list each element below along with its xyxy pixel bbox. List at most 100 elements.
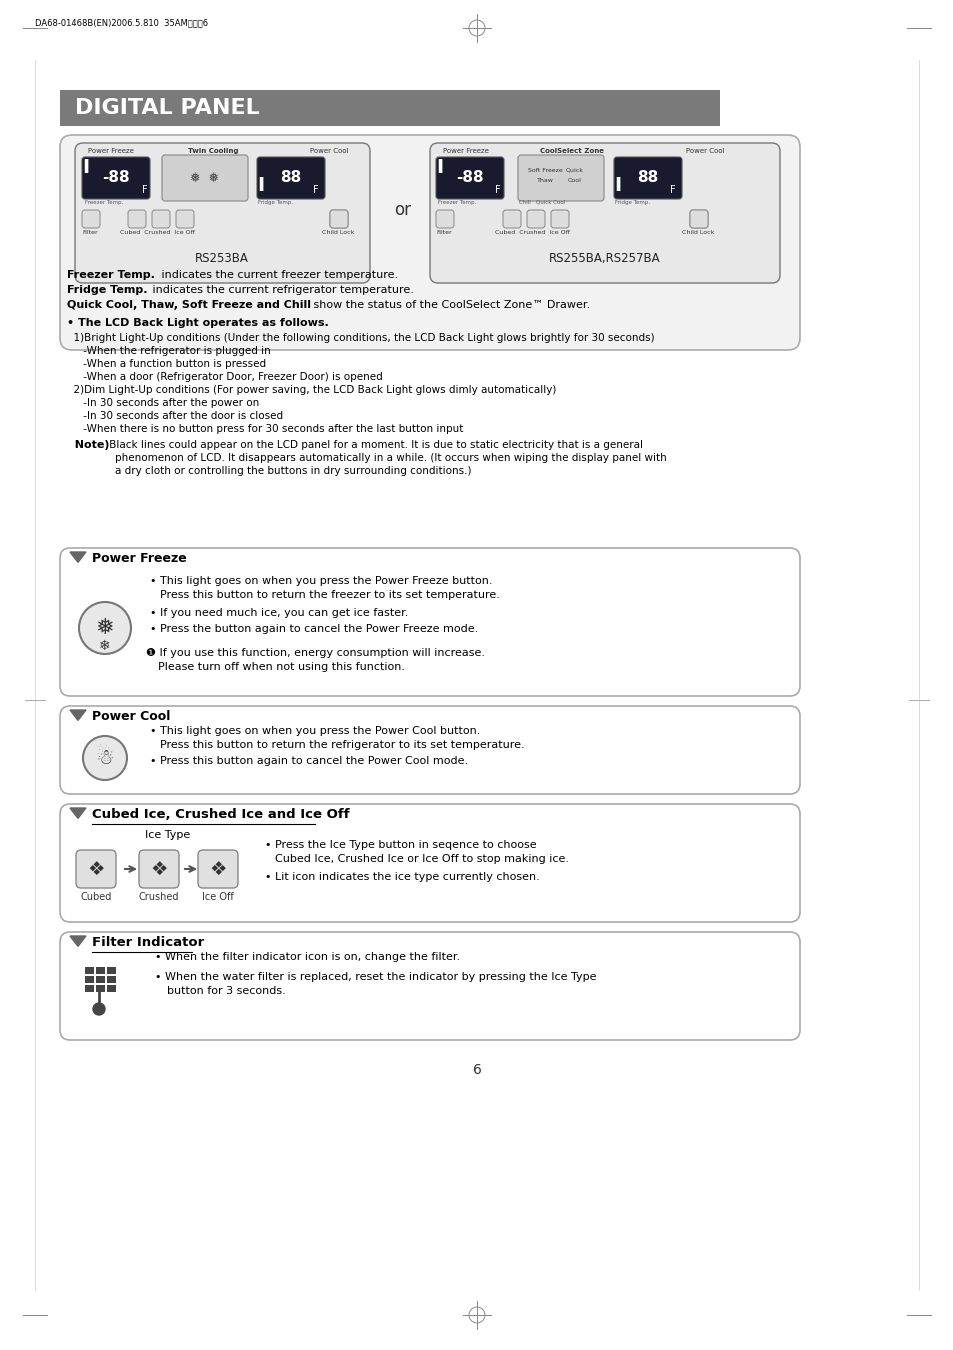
Text: indicates the current refrigerator temperature.: indicates the current refrigerator tempe… — [149, 285, 414, 296]
FancyBboxPatch shape — [256, 157, 325, 198]
Text: Filter: Filter — [436, 230, 451, 235]
Text: 2)Dim Light-Up conditions (For power saving, the LCD Back Light glows dimly auto: 2)Dim Light-Up conditions (For power sav… — [67, 385, 556, 396]
FancyBboxPatch shape — [330, 211, 348, 228]
Text: -In 30 seconds after the power on: -In 30 seconds after the power on — [67, 398, 259, 408]
Polygon shape — [70, 936, 86, 946]
Text: • Press the Ice Type button in seqence to choose: • Press the Ice Type button in seqence t… — [265, 840, 536, 850]
FancyBboxPatch shape — [198, 850, 237, 888]
Text: ❅: ❅ — [95, 618, 114, 639]
FancyBboxPatch shape — [526, 211, 544, 228]
FancyBboxPatch shape — [689, 211, 707, 228]
Text: -88: -88 — [456, 170, 483, 185]
FancyBboxPatch shape — [162, 155, 248, 201]
Text: Power Cool: Power Cool — [91, 710, 171, 724]
Text: Soft Freeze: Soft Freeze — [527, 167, 561, 173]
Text: Fridge Temp.: Fridge Temp. — [67, 285, 148, 296]
Text: a dry cloth or controlling the buttons in dry surrounding conditions.): a dry cloth or controlling the buttons i… — [115, 466, 471, 477]
FancyBboxPatch shape — [60, 90, 720, 126]
Text: -When a door (Refrigerator Door, Freezer Door) is opened: -When a door (Refrigerator Door, Freezer… — [67, 373, 382, 382]
FancyBboxPatch shape — [60, 805, 800, 922]
Text: ❖: ❖ — [209, 860, 227, 879]
Text: or: or — [395, 201, 411, 219]
FancyBboxPatch shape — [430, 143, 780, 284]
Text: Cubed  Crushed  Ice Off: Cubed Crushed Ice Off — [120, 230, 194, 235]
FancyBboxPatch shape — [60, 135, 800, 350]
Text: I: I — [436, 158, 442, 177]
Text: Cubed Ice, Crushed Ice or Ice Off to stop making ice.: Cubed Ice, Crushed Ice or Ice Off to sto… — [274, 855, 568, 864]
FancyBboxPatch shape — [107, 986, 116, 992]
Text: Freezer Temp.: Freezer Temp. — [85, 200, 123, 205]
Text: Please turn off when not using this function.: Please turn off when not using this func… — [158, 662, 405, 672]
FancyBboxPatch shape — [614, 157, 681, 198]
FancyBboxPatch shape — [330, 211, 348, 228]
Text: DIGITAL PANEL: DIGITAL PANEL — [75, 99, 259, 117]
Text: show the status of the CoolSelect Zone™ Drawer.: show the status of the CoolSelect Zone™ … — [310, 300, 590, 310]
Text: indicates the current freezer temperature.: indicates the current freezer temperatur… — [158, 270, 397, 279]
Circle shape — [92, 1003, 105, 1015]
Text: F: F — [313, 185, 318, 194]
FancyBboxPatch shape — [139, 850, 179, 888]
Text: Chill   Quick Cool: Chill Quick Cool — [518, 200, 565, 205]
FancyBboxPatch shape — [82, 211, 100, 228]
Text: Cubed  Crushed  Ice Off: Cubed Crushed Ice Off — [495, 230, 569, 235]
Text: F: F — [495, 185, 500, 194]
FancyBboxPatch shape — [82, 157, 150, 198]
Circle shape — [83, 736, 127, 780]
Text: Fridge Temp.: Fridge Temp. — [257, 200, 293, 205]
FancyBboxPatch shape — [85, 986, 94, 992]
Text: Child Lock: Child Lock — [322, 230, 354, 235]
Text: 88: 88 — [280, 170, 301, 185]
Text: • Press the button again to cancel the Power Freeze mode.: • Press the button again to cancel the P… — [150, 624, 477, 634]
FancyBboxPatch shape — [60, 706, 800, 794]
FancyBboxPatch shape — [107, 976, 116, 983]
FancyBboxPatch shape — [107, 967, 116, 973]
Text: Fridge Temp.: Fridge Temp. — [615, 200, 649, 205]
Text: I: I — [256, 176, 264, 194]
Text: • When the filter indicator icon is on, change the filter.: • When the filter indicator icon is on, … — [154, 952, 459, 963]
Text: -When a function button is pressed: -When a function button is pressed — [67, 359, 266, 369]
Text: Twin Cooling: Twin Cooling — [188, 148, 238, 154]
FancyBboxPatch shape — [689, 211, 707, 228]
Text: Freezer Temp.: Freezer Temp. — [67, 270, 154, 279]
Polygon shape — [70, 552, 86, 563]
Text: Filter: Filter — [82, 230, 97, 235]
FancyBboxPatch shape — [96, 986, 105, 992]
FancyBboxPatch shape — [551, 211, 568, 228]
Text: ❖: ❖ — [150, 860, 168, 879]
Text: ❖: ❖ — [87, 860, 105, 879]
FancyBboxPatch shape — [60, 931, 800, 1040]
FancyBboxPatch shape — [436, 211, 454, 228]
Text: -When there is no button press for 30 seconds after the last button input: -When there is no button press for 30 se… — [67, 424, 463, 433]
Text: Power Freeze: Power Freeze — [442, 148, 488, 154]
Text: I: I — [614, 176, 620, 194]
Text: ❅  ❅: ❅ ❅ — [191, 171, 219, 185]
Text: Cubed: Cubed — [80, 892, 112, 902]
FancyBboxPatch shape — [85, 967, 94, 973]
Text: -When the refrigerator is plugged in: -When the refrigerator is plugged in — [67, 346, 271, 356]
Text: • Lit icon indicates the ice type currently chosen.: • Lit icon indicates the ice type curren… — [265, 872, 539, 882]
Text: ☃: ☃ — [95, 748, 114, 768]
Text: 88: 88 — [637, 170, 658, 185]
Text: • When the water filter is replaced, reset the indicator by pressing the Ice Typ: • When the water filter is replaced, res… — [154, 972, 596, 981]
Text: I: I — [82, 158, 89, 177]
FancyBboxPatch shape — [96, 976, 105, 983]
Circle shape — [79, 602, 131, 653]
Text: RS255BA,RS257BA: RS255BA,RS257BA — [549, 252, 660, 265]
Text: Power Freeze: Power Freeze — [88, 148, 133, 154]
Text: Note): Note) — [67, 440, 110, 450]
Text: Ice Off: Ice Off — [202, 892, 233, 902]
Polygon shape — [70, 710, 86, 721]
Text: F: F — [142, 185, 148, 194]
Text: Cubed Ice, Crushed Ice and Ice Off: Cubed Ice, Crushed Ice and Ice Off — [91, 809, 349, 821]
Text: Black lines could appear on the LCD panel for a moment. It is due to static elec: Black lines could appear on the LCD pane… — [106, 440, 642, 450]
Text: Freezer Temp.: Freezer Temp. — [437, 200, 476, 205]
Text: ❶ If you use this function, energy consumption will increase.: ❶ If you use this function, energy consu… — [146, 648, 484, 657]
Text: RS253BA: RS253BA — [194, 252, 249, 265]
FancyBboxPatch shape — [75, 143, 370, 284]
FancyBboxPatch shape — [128, 211, 146, 228]
FancyBboxPatch shape — [502, 211, 520, 228]
FancyBboxPatch shape — [436, 157, 503, 198]
Text: • This light goes on when you press the Power Freeze button.: • This light goes on when you press the … — [150, 576, 492, 586]
Text: • This light goes on when you press the Power Cool button.: • This light goes on when you press the … — [150, 726, 480, 736]
Text: Power Freeze: Power Freeze — [91, 552, 187, 566]
